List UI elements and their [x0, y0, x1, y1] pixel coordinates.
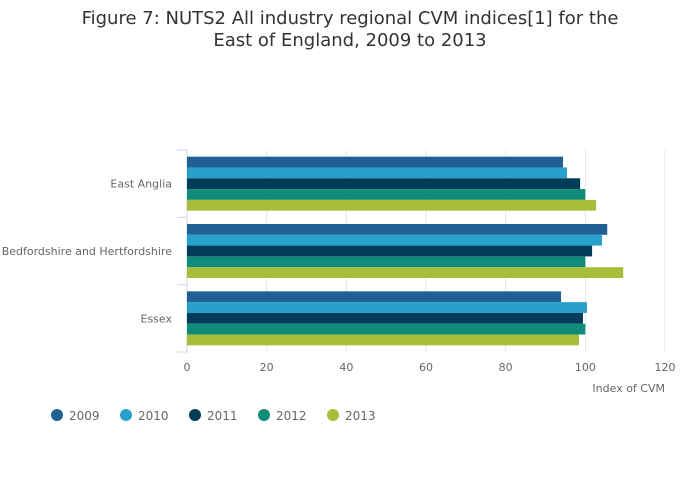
bar-2012 [187, 256, 586, 268]
legend-label: 2013 [345, 409, 376, 423]
legend-label: 2011 [207, 409, 238, 423]
bar-2011 [187, 312, 583, 324]
legend-label: 2010 [138, 409, 169, 423]
x-tick-label: 40 [339, 361, 353, 374]
legend-marker-2012 [258, 409, 270, 421]
bar-2011 [187, 245, 593, 257]
y-category-label: Bedfordshire and Hertfordshire [2, 245, 173, 258]
x-tick-label: 80 [499, 361, 513, 374]
legend-marker-2011 [189, 409, 201, 421]
bar-2009 [187, 156, 564, 168]
bar-2012 [187, 189, 586, 200]
legend-marker-2010 [120, 409, 132, 421]
bar-2013 [187, 334, 579, 346]
x-tick-label: 120 [655, 361, 676, 374]
bar-2013 [187, 267, 624, 278]
bar-2011 [187, 178, 581, 190]
bar-2009 [187, 224, 608, 235]
y-category-label: East Anglia [110, 178, 172, 191]
bar-2010 [187, 234, 603, 246]
legend-label: 2009 [69, 409, 100, 423]
x-tick-label: 0 [184, 361, 191, 374]
x-tick-label: 100 [575, 361, 596, 374]
legend-marker-2013 [327, 409, 339, 421]
bar-2010 [187, 302, 587, 313]
chart-title: Figure 7: NUTS2 All industry regional CV… [81, 8, 619, 51]
bar-2012 [187, 323, 586, 335]
bar-2009 [187, 291, 562, 303]
x-tick-label: 20 [260, 361, 274, 374]
x-axis-title: Index of CVM [592, 382, 665, 395]
legend-marker-2009 [51, 409, 63, 421]
legend-label: 2012 [276, 409, 307, 423]
bar-2013 [187, 199, 597, 211]
y-category-label: Essex [141, 312, 173, 325]
bar-2010 [187, 167, 568, 179]
x-tick-label: 60 [419, 361, 433, 374]
